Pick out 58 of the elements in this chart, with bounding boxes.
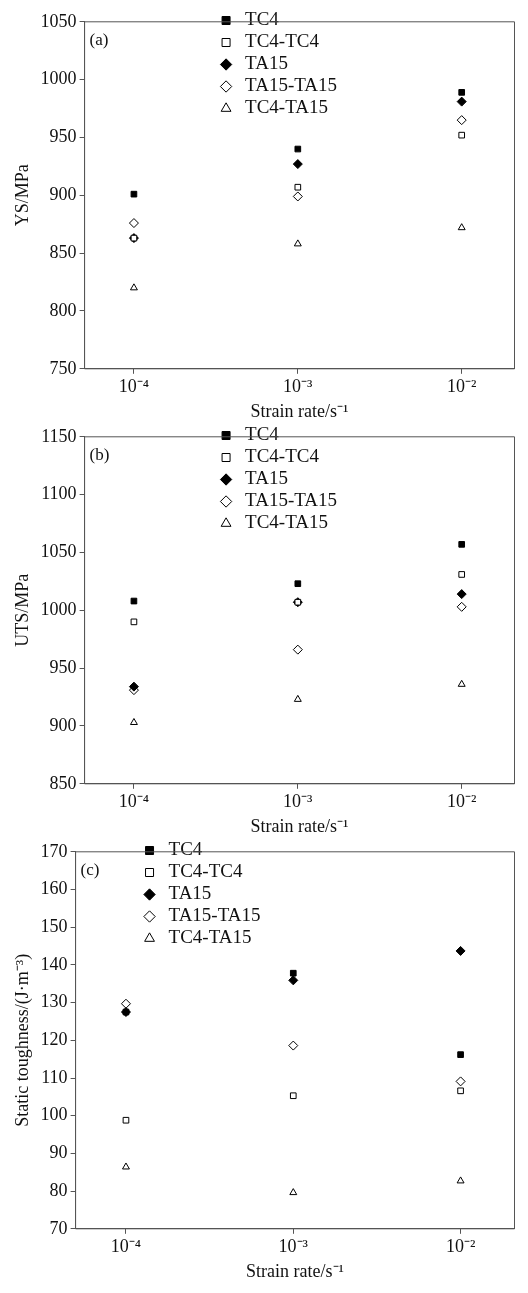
y-tick-label: 750 bbox=[49, 357, 77, 378]
y-tick-label: 80 bbox=[49, 1179, 68, 1200]
y-tick-label: 170 bbox=[40, 840, 68, 861]
legend-label: TC4-TA15 bbox=[245, 96, 328, 118]
y-tick-label: 850 bbox=[49, 772, 77, 793]
y-tick-label: 160 bbox=[40, 878, 68, 899]
y-tick-label: 1000 bbox=[40, 599, 77, 620]
x-axis-title: Strain rate/s⁻¹ bbox=[250, 815, 349, 836]
y-tick-label: 1150 bbox=[41, 425, 77, 446]
x-axis-title: Strain rate/s⁻¹ bbox=[246, 1260, 344, 1281]
x-tick-label: 10⁻² bbox=[446, 376, 477, 397]
y-tick-label: 900 bbox=[49, 184, 77, 205]
y-axis-title: Static toughness/(J·m⁻³) bbox=[11, 953, 33, 1127]
legend-label: TC4-TC4 bbox=[245, 445, 320, 467]
x-tick-label: 10⁻² bbox=[446, 791, 477, 812]
x-tick-label: 10⁻⁴ bbox=[118, 376, 150, 397]
x-axis-title: Strain rate/s⁻¹ bbox=[250, 400, 349, 421]
legend-label: TC4-TC4 bbox=[168, 860, 243, 882]
y-tick-label: 150 bbox=[40, 915, 68, 936]
y-tick-label: 1100 bbox=[41, 483, 77, 504]
x-tick-label: 10⁻⁴ bbox=[118, 791, 150, 812]
y-tick-label: 1000 bbox=[40, 68, 77, 89]
legend-label: TC4-TA15 bbox=[168, 926, 252, 948]
y-tick-label: 800 bbox=[49, 299, 77, 320]
y-tick-label: 850 bbox=[49, 241, 77, 262]
y-tick-label: 950 bbox=[49, 126, 77, 147]
y-tick-label: 1050 bbox=[40, 541, 77, 562]
y-tick-label: 110 bbox=[41, 1066, 68, 1087]
legend-label: TA15-TA15 bbox=[245, 74, 338, 96]
y-axis-title: UTS/MPa bbox=[11, 573, 32, 647]
y-tick-label: 130 bbox=[40, 991, 68, 1012]
annotation: (b) bbox=[89, 444, 110, 464]
x-tick-label: 10⁻⁴ bbox=[110, 1236, 142, 1257]
legend-label: TA15 bbox=[168, 882, 212, 904]
y-tick-label: 90 bbox=[49, 1142, 68, 1163]
legend-label: TC4 bbox=[245, 8, 280, 30]
x-tick-label: 10⁻³ bbox=[278, 1236, 309, 1257]
y-tick-label: 140 bbox=[40, 953, 68, 974]
x-tick-label: 10⁻³ bbox=[283, 376, 314, 397]
y-tick-label: 900 bbox=[49, 714, 77, 735]
x-tick-label: 10⁻² bbox=[445, 1236, 476, 1257]
y-tick-label: 70 bbox=[49, 1217, 68, 1238]
legend-label: TA15-TA15 bbox=[168, 904, 261, 926]
legend-label: TA15-TA15 bbox=[245, 489, 338, 511]
legend-label: TA15 bbox=[245, 467, 288, 489]
legend-label: TC4 bbox=[168, 838, 203, 860]
y-tick-label: 100 bbox=[40, 1104, 68, 1125]
x-tick-label: 10⁻³ bbox=[283, 791, 314, 812]
y-tick-label: 120 bbox=[40, 1029, 68, 1050]
legend-label: TC4 bbox=[245, 423, 280, 445]
legend-label: TC4-TA15 bbox=[245, 511, 328, 533]
y-tick-label: 1050 bbox=[40, 10, 77, 31]
y-tick-label: 950 bbox=[49, 656, 77, 677]
y-axis-title: YS/MPa bbox=[11, 164, 32, 227]
legend-label: TA15 bbox=[245, 52, 288, 74]
annotation: (a) bbox=[89, 29, 109, 49]
annotation: (c) bbox=[80, 859, 100, 879]
legend-label: TC4-TC4 bbox=[245, 30, 320, 52]
